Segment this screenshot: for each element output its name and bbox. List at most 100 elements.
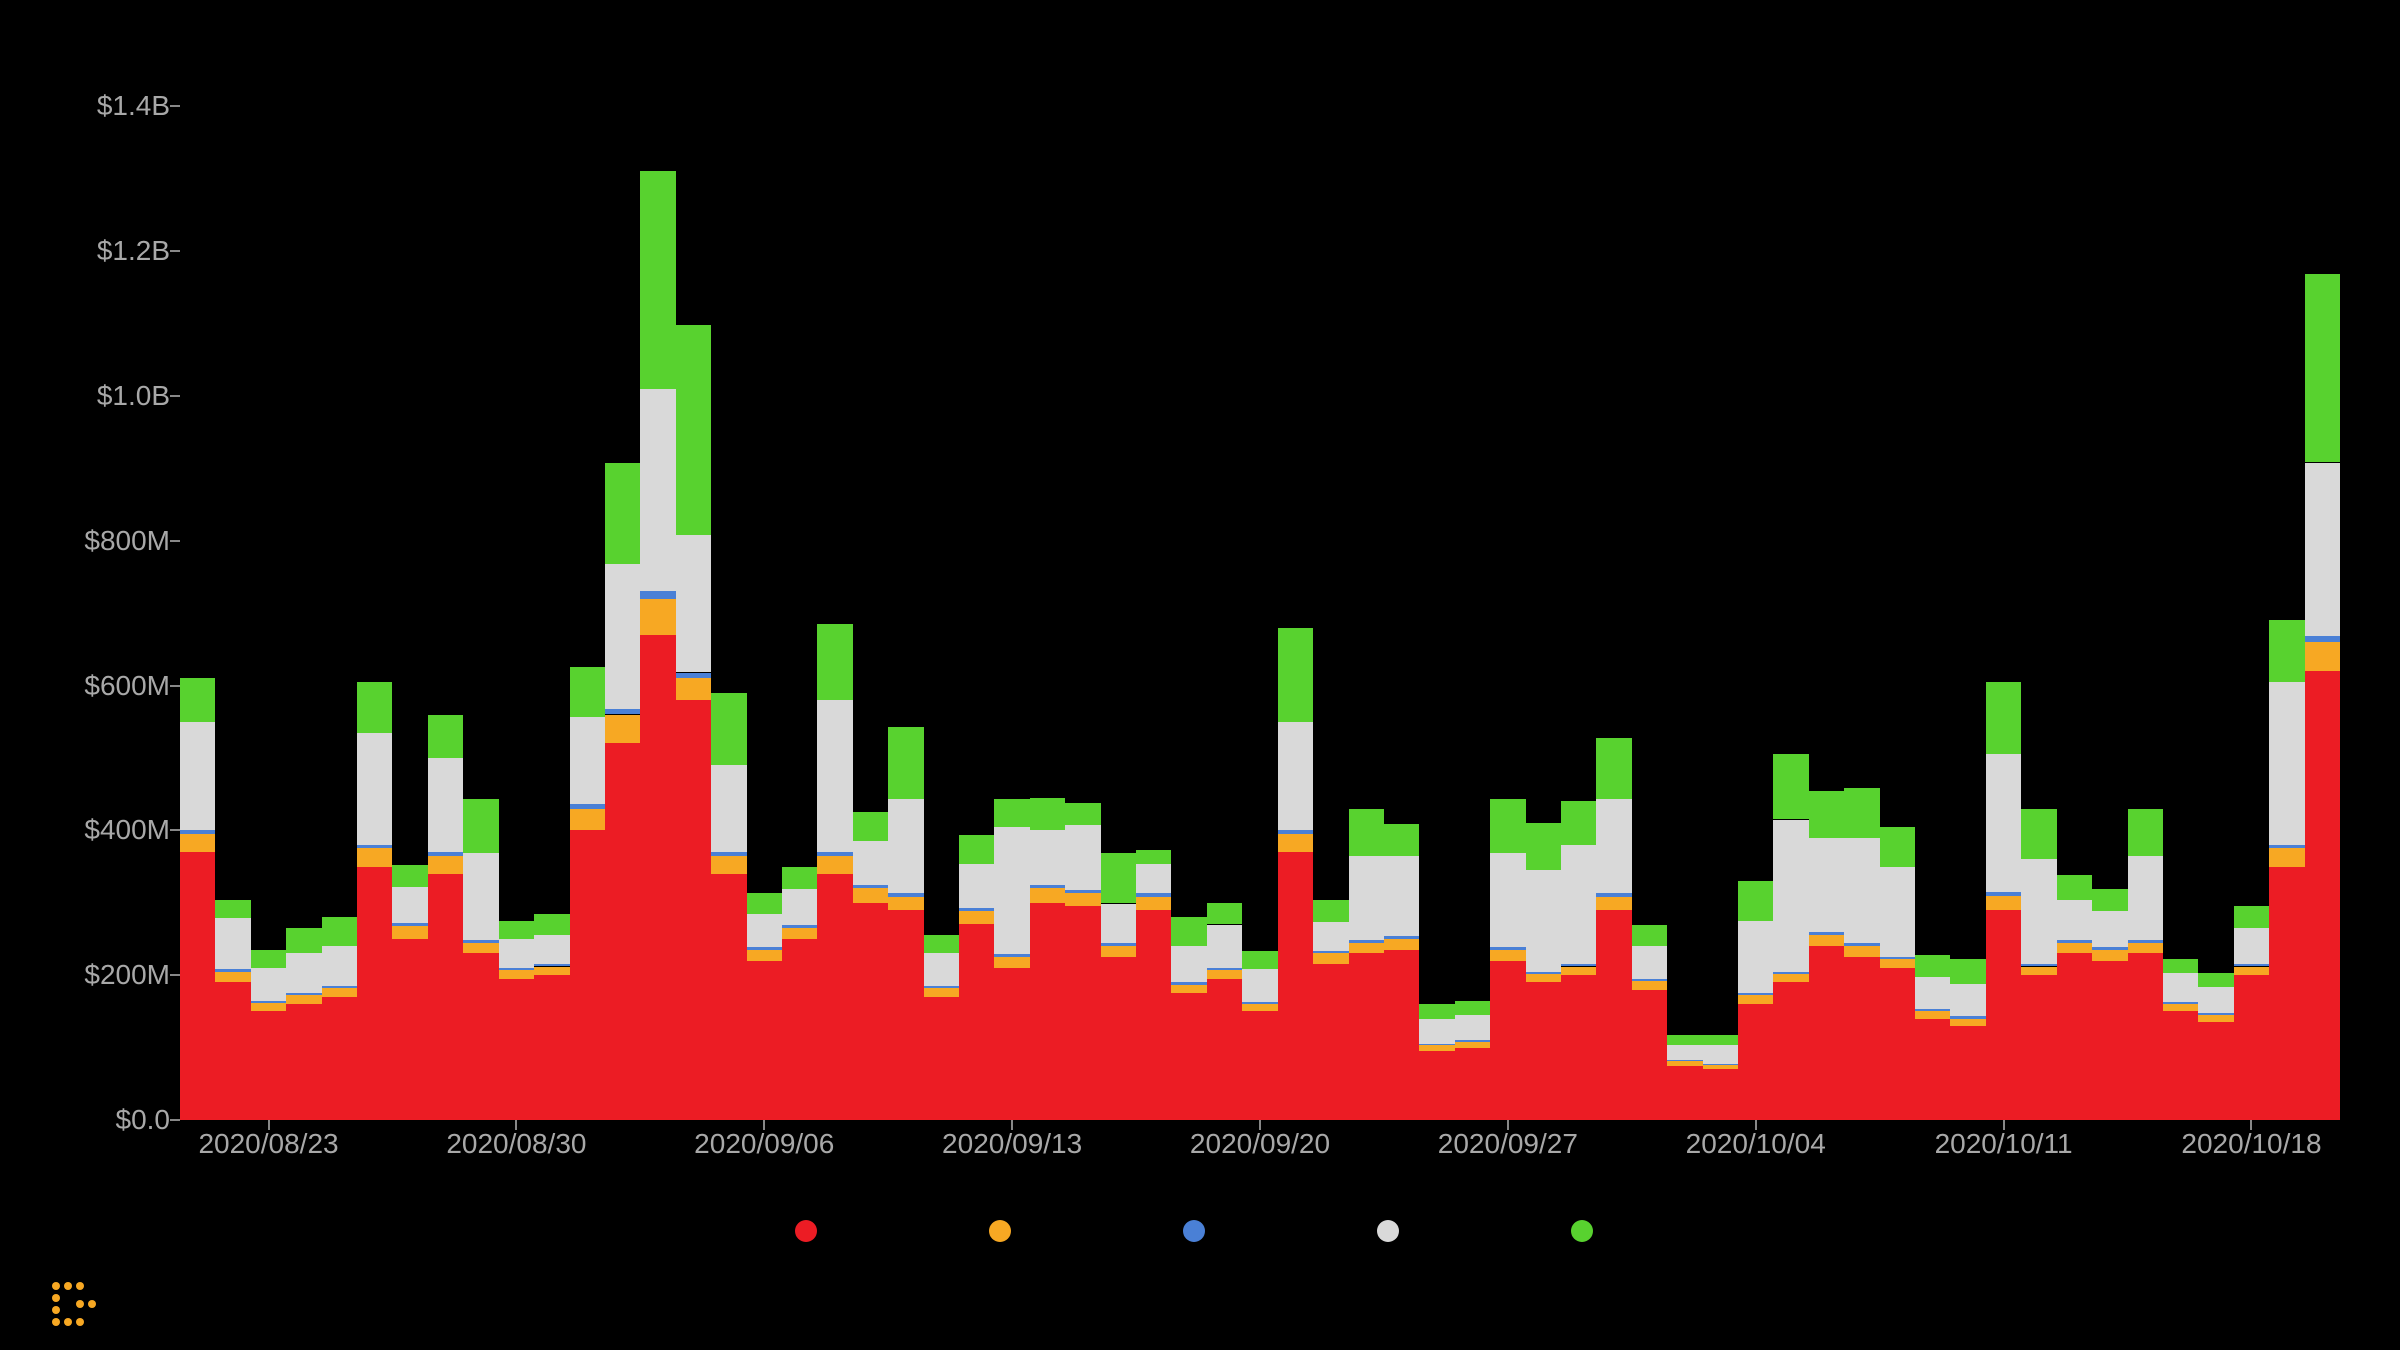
bar-segment-s4 <box>1101 904 1136 944</box>
bar-segment-s2 <box>1171 985 1206 994</box>
bar-segment-s4 <box>1490 853 1525 947</box>
bar-segment-s5 <box>2128 809 2163 856</box>
bar-segment-s1 <box>499 979 534 1120</box>
bar-segment-s3 <box>1030 885 1065 889</box>
bar-segment-s5 <box>1526 823 1561 870</box>
bar-segment-s1 <box>711 874 746 1120</box>
bar-segment-s5 <box>1065 803 1100 825</box>
bar-segment-s2 <box>1207 970 1242 979</box>
bar <box>215 900 250 1120</box>
bar-segment-s1 <box>1596 910 1631 1120</box>
bar <box>640 171 675 1120</box>
bar-segment-s5 <box>2234 906 2269 928</box>
bar-segment-s1 <box>1667 1066 1702 1120</box>
bar-segment-s3 <box>1065 890 1100 894</box>
bar <box>1101 853 1136 1120</box>
bar <box>428 714 463 1120</box>
bar-segment-s2 <box>640 599 675 635</box>
legend-item[interactable] <box>1377 1220 1411 1242</box>
x-tick-mark <box>268 1120 270 1130</box>
legend-item[interactable] <box>1571 1220 1605 1242</box>
bar-segment-s5 <box>463 799 498 853</box>
bar-segment-s1 <box>1773 982 1808 1120</box>
bar-segment-s1 <box>1278 852 1313 1120</box>
bar-segment-s4 <box>357 733 392 845</box>
bar-segment-s1 <box>2128 953 2163 1120</box>
bar-segment-s5 <box>215 900 250 918</box>
bar-segment-s3 <box>1950 1016 1985 1018</box>
bar-segment-s4 <box>2128 856 2163 939</box>
bar-segment-s5 <box>817 624 852 700</box>
bar-segment-s2 <box>1313 953 1348 964</box>
bar-segment-s1 <box>1207 979 1242 1120</box>
bar-segment-s5 <box>1844 788 1879 839</box>
bar-segment-s5 <box>2057 875 2092 900</box>
bar-segment-s2 <box>1773 974 1808 983</box>
bar <box>322 917 357 1120</box>
bar-segment-s1 <box>676 700 711 1120</box>
bar-segment-s3 <box>499 968 534 970</box>
bar <box>2269 620 2304 1120</box>
bar <box>888 727 923 1120</box>
bar <box>1490 798 1525 1120</box>
bar <box>570 667 605 1120</box>
bar-segment-s3 <box>2163 1002 2198 1004</box>
bar-segment-s5 <box>1703 1035 1738 1046</box>
bar <box>357 682 392 1120</box>
legend-item[interactable] <box>989 1220 1023 1242</box>
legend-item[interactable] <box>795 1220 829 1242</box>
bar-segment-s1 <box>2234 975 2269 1120</box>
bar-segment-s4 <box>853 841 888 884</box>
bar-segment-s3 <box>463 940 498 943</box>
bar-segment-s3 <box>251 1001 286 1003</box>
bar-segment-s3 <box>924 986 959 988</box>
bar-segment-s4 <box>463 853 498 940</box>
bar-segment-s3 <box>1313 951 1348 954</box>
bar <box>2305 274 2340 1120</box>
bar-segment-s2 <box>888 897 923 910</box>
bar <box>1136 850 1171 1120</box>
bar-segment-s2 <box>1986 896 2021 910</box>
bar-segment-s2 <box>2234 967 2269 976</box>
legend-item[interactable] <box>1183 1220 1217 1242</box>
bar <box>1632 924 1667 1120</box>
bar-segment-s5 <box>994 799 1029 828</box>
bar-segment-s4 <box>711 765 746 852</box>
bar-segment-s4 <box>1313 922 1348 951</box>
bar-segment-s3 <box>605 709 640 715</box>
bar-segment-s1 <box>1171 993 1206 1120</box>
bar <box>180 678 215 1120</box>
bar-segment-s3 <box>1490 947 1525 950</box>
bar-segment-s4 <box>1349 856 1384 939</box>
bar-segment-s3 <box>2234 964 2269 966</box>
bar-segment-s5 <box>1455 1001 1490 1015</box>
bar <box>1171 917 1206 1120</box>
bar-segment-s4 <box>1065 825 1100 890</box>
bar-segment-s2 <box>2163 1004 2198 1011</box>
bar-segment-s2 <box>1596 897 1631 910</box>
bar-segment-s3 <box>1632 979 1667 981</box>
bar-segment-s5 <box>1136 850 1171 864</box>
bar-segment-s1 <box>1101 957 1136 1120</box>
bar-segment-s4 <box>1738 921 1773 993</box>
bar-segment-s2 <box>215 972 250 983</box>
bar <box>2092 889 2127 1120</box>
bar-segment-s2 <box>322 988 357 997</box>
bar-segment-s5 <box>1738 881 1773 921</box>
bar-segment-s1 <box>747 961 782 1120</box>
bar <box>1384 824 1419 1120</box>
bar-segment-s5 <box>570 667 605 718</box>
bar-segment-s1 <box>1136 910 1171 1120</box>
bar-segment-s1 <box>322 997 357 1120</box>
bar <box>534 914 569 1120</box>
bar-segment-s2 <box>570 809 605 831</box>
bar <box>676 325 711 1120</box>
bar-segment-s4 <box>1384 856 1419 936</box>
bar-segment-s4 <box>1030 830 1065 884</box>
bar-segment-s3 <box>2092 947 2127 950</box>
y-tick-mark <box>170 1119 180 1121</box>
bar-segment-s5 <box>640 171 675 388</box>
bar-segment-s5 <box>499 921 534 939</box>
bar-segment-s1 <box>1915 1019 1950 1120</box>
bar-segment-s4 <box>499 939 534 968</box>
